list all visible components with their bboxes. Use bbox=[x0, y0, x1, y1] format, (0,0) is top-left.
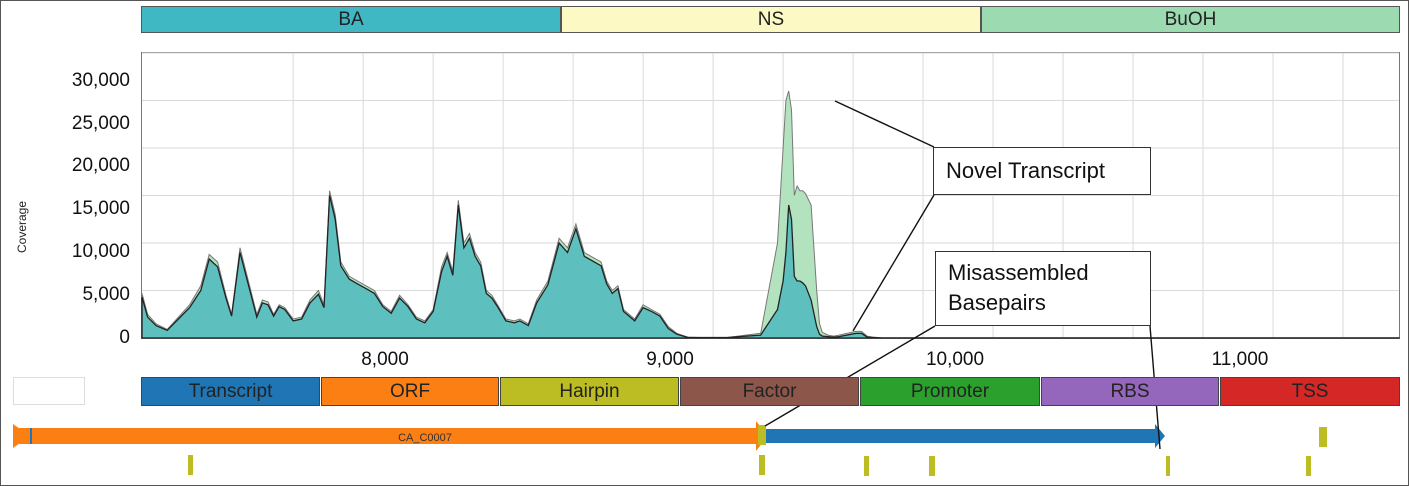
callout-misassembled: Misassembled Basepairs bbox=[935, 251, 1151, 326]
callout-leader-line bbox=[764, 325, 936, 427]
legend-transcript: Transcript bbox=[141, 377, 320, 406]
hairpin-marker bbox=[929, 456, 935, 476]
y-tick-label: 30,000 bbox=[71, 70, 130, 91]
orf-feature bbox=[13, 428, 758, 444]
legend-blank-box bbox=[13, 377, 85, 405]
x-tick-label: 8,000 bbox=[361, 349, 409, 370]
legend-hairpin: Hairpin bbox=[500, 377, 679, 406]
condition-buoh: BuOH bbox=[981, 6, 1400, 33]
hairpin-marker bbox=[758, 425, 766, 445]
hairpin-marker bbox=[188, 455, 193, 475]
hairpin-marker bbox=[1166, 456, 1170, 476]
x-tick-label: 11,000 bbox=[1211, 349, 1269, 370]
y-tick-label: 15,000 bbox=[71, 198, 130, 219]
x-tick-label: 9,000 bbox=[646, 349, 694, 370]
y-tick-label: 25,000 bbox=[71, 113, 130, 134]
area-series-ba bbox=[141, 195, 1400, 339]
legend-orf: ORF bbox=[321, 377, 499, 406]
x-tick-label: 10,000 bbox=[925, 349, 985, 370]
callout-misassembled-line1: Misassembled bbox=[948, 260, 1089, 285]
y-tick-label: 10,000 bbox=[71, 241, 130, 262]
orf-start-marker bbox=[13, 424, 30, 448]
legend-tss: TSS bbox=[1220, 377, 1400, 406]
transcript-arrowhead bbox=[1155, 424, 1165, 448]
hairpin-marker bbox=[864, 456, 869, 476]
hairpin-marker bbox=[1319, 427, 1327, 447]
legend-factor: Factor bbox=[680, 377, 859, 406]
hairpin-marker bbox=[1306, 456, 1311, 476]
callout-leader-line bbox=[834, 100, 935, 148]
y-tick-label: 0 bbox=[119, 327, 130, 348]
callout-novel-transcript: Novel Transcript bbox=[933, 147, 1151, 195]
hairpin-marker bbox=[759, 455, 765, 475]
orf-label: CA_C0007 bbox=[398, 432, 452, 444]
callout-novel-text: Novel Transcript bbox=[946, 158, 1105, 183]
y-tick-label: 20,000 bbox=[71, 155, 130, 176]
legend-rbs: RBS bbox=[1041, 377, 1219, 406]
callout-leader-line bbox=[852, 194, 935, 332]
condition-ns: NS bbox=[561, 6, 981, 33]
transcript-feature bbox=[766, 429, 1156, 443]
y-tick-label: 5,000 bbox=[82, 284, 130, 305]
condition-ba: BA bbox=[141, 6, 561, 33]
callout-misassembled-line2: Basepairs bbox=[948, 290, 1046, 315]
legend-promoter: Promoter bbox=[860, 377, 1040, 406]
